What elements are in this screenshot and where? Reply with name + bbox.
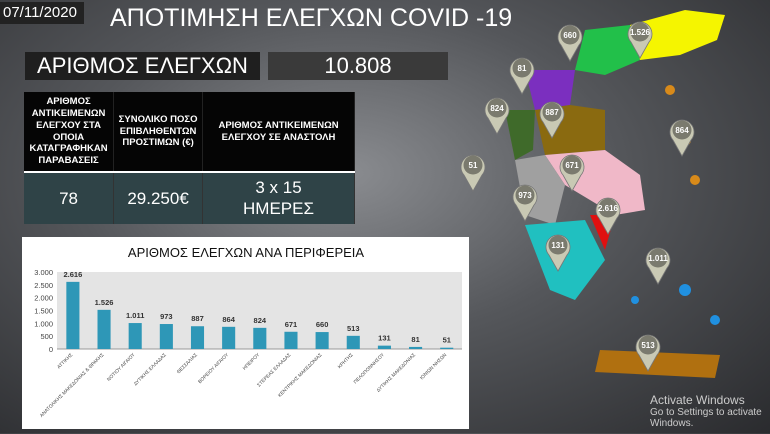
x-tick-label: ΒΟΡΕΙΟΥ ΑΙΓΑΙΟΥ <box>197 352 230 385</box>
map-pin[interactable]: 131 <box>545 234 571 272</box>
data-label: 864 <box>222 315 235 324</box>
map-pin[interactable]: 660 <box>557 24 583 62</box>
bar <box>315 332 329 349</box>
x-tick-label: ΑΤΤΙΚΗΣ <box>56 352 74 370</box>
bar <box>159 324 173 349</box>
x-tick-label: ΔΥΤΙΚΗΣ ΕΛΛΑΔΑΣ <box>133 352 168 387</box>
y-tick-label: 3.000 <box>34 268 53 277</box>
table-header: ΑΡΙΘΜΟΣ ΑΝΤΙΚΕΙΜΕΝΩΝ ΕΛΕΓΧΟΥ ΣΕ ΑΝΑΣΤΟΛΗ <box>202 92 355 172</box>
chart-svg: ΑΡΙΘΜΟΣ ΕΛΕΓΧΩΝ ΑΝΑ ΠΕΡΙΦΕΡΕΙΑ 0 500 1.000… <box>34 245 462 419</box>
data-label: 887 <box>191 314 204 323</box>
region-central-macedonia <box>575 25 640 75</box>
x-tick-label: ΗΠΕΙΡΟΥ <box>242 352 262 372</box>
table-header: ΣΥΝΟΛΙΚΟ ΠΟΣΟ ΕΠΙΒΛΗΘΕΝΤΩΝ ΠΡΟΣΤΙΜΩΝ (€) <box>113 92 204 172</box>
map-regions <box>505 10 725 378</box>
pin-label: 131 <box>551 241 565 250</box>
map-pin[interactable]: 864 <box>669 119 695 157</box>
pin-label: 513 <box>641 341 655 350</box>
map-pin[interactable]: 513 <box>635 334 661 372</box>
chart-title: ΑΡΙΘΜΟΣ ΕΛΕΓΧΩΝ ΑΝΑ ΠΕΡΙΦΕΡΕΙΑ <box>128 245 364 260</box>
x-tick-label: ΣΤΕΡΕΑΣ ΕΛΛΑΔΑΣ <box>256 352 292 388</box>
pin-label: 671 <box>565 161 579 170</box>
map-pin[interactable]: 2.616 <box>595 197 621 235</box>
map-pin[interactable]: 1.011 <box>645 247 671 285</box>
pin-label: 973 <box>518 191 532 200</box>
data-label: 513 <box>347 324 360 333</box>
pin-label: 51 <box>469 161 478 170</box>
bar <box>377 345 391 349</box>
region-peloponnese <box>525 220 605 300</box>
table-cell: 78 <box>24 171 115 224</box>
data-label: 51 <box>443 336 451 345</box>
table-header: ΑΡΙΘΜΟΣ ΑΝΤΙΚΕΙΜΕΝΩΝ ΕΛΕΓΧΟΥ ΣΤΑ ΟΠΟΙΑ Κ… <box>24 92 115 172</box>
data-label: 131 <box>378 334 391 343</box>
bar <box>128 323 142 349</box>
map-pin[interactable]: 1.526 <box>627 21 653 59</box>
table-cell: 29.250€ <box>113 171 204 224</box>
activate-windows-watermark: Activate Windows Go to Settings to activ… <box>650 393 770 429</box>
data-label: 1.011 <box>126 311 144 320</box>
bar <box>253 327 267 349</box>
checks-count-label: ΑΡΙΘΜΟΣ ΕΛΕΓΧΩΝ <box>25 52 260 80</box>
x-tick-label: ΠΕΛΟΠΟΝΝΗΣΟΥ <box>353 352 387 386</box>
bar <box>66 281 80 349</box>
data-label: 973 <box>160 312 173 321</box>
data-label: 660 <box>316 320 329 329</box>
y-tick-label: 2.500 <box>34 281 53 290</box>
bar <box>284 331 298 349</box>
bar <box>222 326 236 349</box>
map-pin[interactable]: 887 <box>539 101 565 139</box>
pin-label: 824 <box>490 104 504 113</box>
data-label: 2.616 <box>63 270 82 279</box>
data-label: 671 <box>285 320 298 329</box>
watermark-subtitle: Go to Settings to activate Windows. <box>650 407 762 429</box>
data-label: 824 <box>254 316 267 325</box>
pin-label: 660 <box>563 31 577 40</box>
map-pin[interactable]: 973 <box>512 184 538 222</box>
y-tick-label: 1.000 <box>34 319 53 328</box>
bar <box>97 309 111 349</box>
map-pin[interactable]: 671 <box>559 154 585 192</box>
pin-label: 864 <box>675 126 689 135</box>
data-label: 81 <box>411 335 419 344</box>
bar <box>346 335 360 349</box>
x-tick-label: ΚΡΗΤΗΣ <box>337 352 355 370</box>
pin-label: 1.011 <box>648 254 668 263</box>
map-pin[interactable]: 51 <box>460 154 486 192</box>
date-label: 07/11/2020 <box>0 2 84 24</box>
greece-map: 660 1.526 81 824 887 864 51 671 973 2.616 131 1.011… <box>460 10 725 378</box>
data-label: 1.526 <box>95 298 114 307</box>
bar <box>409 346 423 349</box>
region-east-macedonia-thrace <box>630 10 725 60</box>
map-pin[interactable]: 824 <box>484 97 510 135</box>
pin-label: 2.616 <box>598 204 619 213</box>
pin-label: 1.526 <box>630 28 651 37</box>
bar <box>190 326 205 349</box>
x-tick-label: ΘΕΣΣΑΛΙΑΣ <box>176 352 199 375</box>
y-tick-label: 2.000 <box>34 294 53 303</box>
pin-label: 887 <box>545 108 559 117</box>
y-tick-label: 0 <box>49 345 53 354</box>
map-pin[interactable]: 81 <box>509 57 535 95</box>
x-tick-label: ΝΟΤΙΟΥ ΑΙΓΑΙΟΥ <box>106 352 137 383</box>
region-west-macedonia <box>525 70 575 110</box>
bar-chart: ΑΡΙΘΜΟΣ ΕΛΕΓΧΩΝ ΑΝΑ ΠΕΡΙΦΕΡΕΙΑ 0 500 1.000… <box>22 237 469 429</box>
pin-label: 81 <box>518 64 527 73</box>
table-cell: 3 x 15 ΗΜΕΡΕΣ <box>202 171 355 224</box>
watermark-title: Activate Windows <box>650 393 745 407</box>
x-tick-label: ΙΟΝΙΩΝ ΝΗΣΩΝ <box>419 352 449 382</box>
y-tick-label: 1.500 <box>34 307 53 316</box>
y-tick-label: 500 <box>40 332 53 341</box>
checks-count-value: 10.808 <box>268 52 448 80</box>
x-tick-label: ΑΝΑΤΟΛΙΚΗΣ ΜΑΚΕΔΟΝΙΑΣ & ΘΡΑΚΗΣ <box>39 352 106 419</box>
region-crete <box>595 350 720 378</box>
page-title: ΑΠΟΤΙΜΗΣΗ ΕΛΕΓΧΩΝ COVID -19 <box>110 4 513 32</box>
region-epirus <box>505 110 535 160</box>
summary-table: ΑΡΙΘΜΟΣ ΑΝΤΙΚΕΙΜΕΝΩΝ ΕΛΕΓΧΟΥ ΣΤΑ ΟΠΟΙΑ Κ… <box>24 92 355 224</box>
bar <box>440 347 454 349</box>
